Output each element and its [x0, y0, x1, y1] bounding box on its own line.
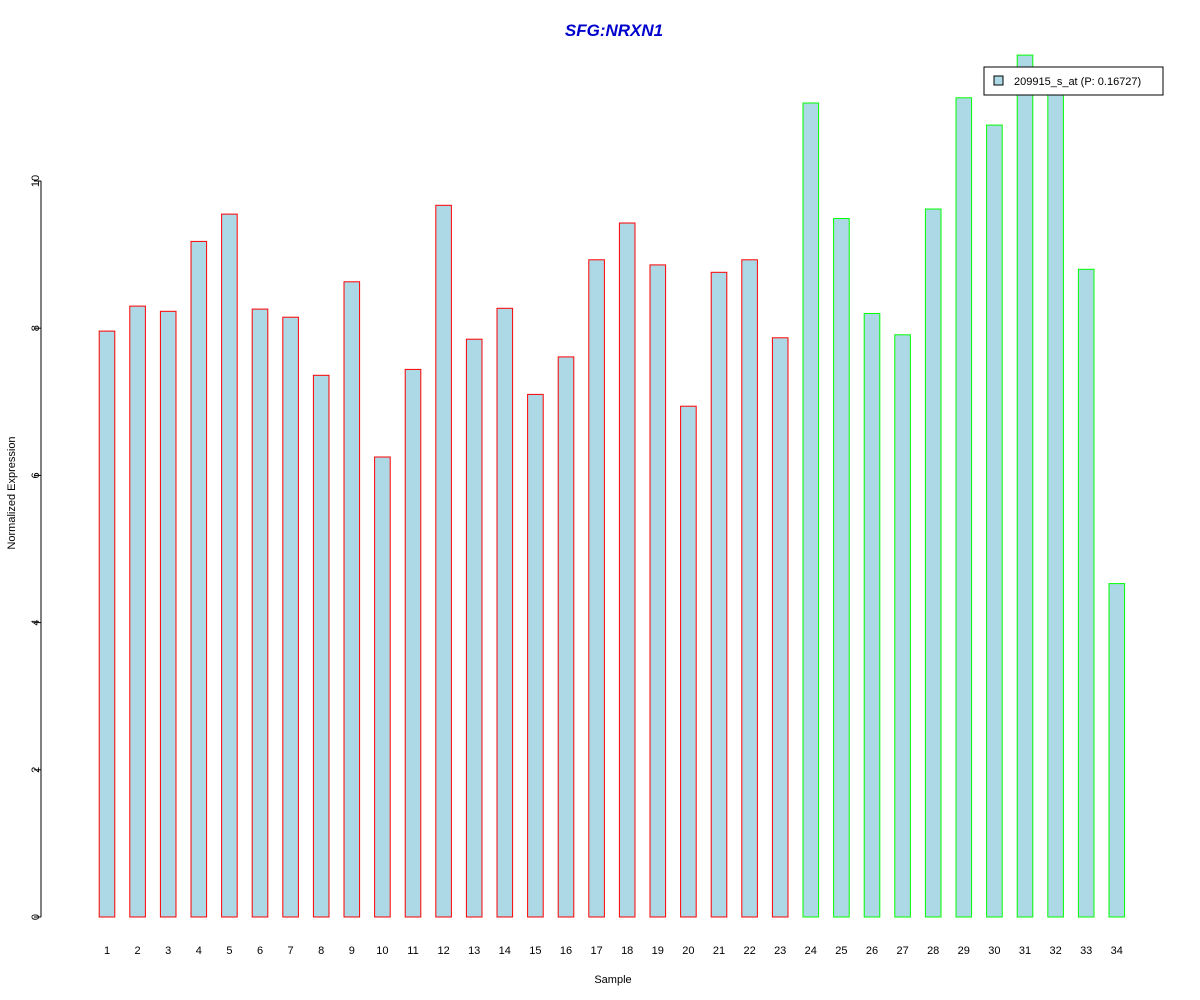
bar-sample-32 [1048, 90, 1064, 917]
x-tick-label: 14 [499, 945, 511, 957]
x-tick-label: 21 [713, 945, 725, 957]
x-tick-label: 32 [1049, 945, 1061, 957]
x-tick-label: 33 [1080, 945, 1092, 957]
bar-sample-19 [650, 265, 666, 917]
x-tick-label: 23 [774, 945, 786, 957]
x-tick-label: 13 [468, 945, 480, 957]
legend: 209915_s_at (P: 0.16727) [984, 67, 1163, 95]
bar-sample-13 [466, 339, 482, 917]
x-tick-label: 20 [682, 945, 694, 957]
bar-sample-2 [130, 306, 146, 917]
y-tick-label: 2 [30, 767, 42, 773]
y-axis: 0 2 4 6 8 10 [30, 175, 42, 920]
y-tick-label: 8 [30, 325, 42, 331]
bar-sample-28 [925, 209, 941, 917]
y-tick-label: 10 [30, 175, 42, 187]
bar-sample-9 [344, 282, 360, 917]
x-tick-label: 15 [529, 945, 541, 957]
x-tick-label: 34 [1111, 945, 1123, 957]
bar-sample-4 [191, 241, 207, 917]
bar-sample-23 [772, 338, 788, 917]
bar-sample-29 [956, 98, 972, 917]
bar-sample-26 [864, 314, 880, 918]
bar-sample-27 [895, 335, 911, 917]
x-tick-label: 6 [257, 945, 263, 957]
bar-sample-6 [252, 309, 268, 917]
x-tick-label: 27 [896, 945, 908, 957]
x-tick-label: 1 [104, 945, 110, 957]
bar-sample-20 [681, 406, 697, 917]
bar-sample-12 [436, 205, 452, 917]
bar-sample-15 [528, 394, 544, 917]
y-tick-label: 6 [30, 472, 42, 478]
x-tick-label: 31 [1019, 945, 1031, 957]
chart-title: SFG:NRXN1 [565, 21, 663, 40]
x-tick-label: 18 [621, 945, 633, 957]
bar-sample-22 [742, 260, 758, 917]
bar-sample-30 [987, 125, 1003, 917]
bar-sample-33 [1078, 269, 1094, 917]
x-tick-label: 7 [288, 945, 294, 957]
x-tick-label: 9 [349, 945, 355, 957]
legend-label: 209915_s_at (P: 0.16727) [1014, 76, 1141, 88]
bar-sample-10 [375, 457, 391, 917]
x-tick-label: 28 [927, 945, 939, 957]
x-tick-label: 10 [376, 945, 388, 957]
bar-sample-8 [313, 375, 329, 917]
bar-sample-14 [497, 308, 513, 917]
x-tick-label: 19 [652, 945, 664, 957]
y-axis-label: Normalized Expression [6, 436, 18, 549]
x-tick-label: 17 [590, 945, 602, 957]
legend-swatch [994, 76, 1003, 85]
bar-sample-1 [99, 331, 115, 917]
x-tick-label: 4 [196, 945, 202, 957]
x-tick-label: 24 [805, 945, 817, 957]
bar-sample-5 [222, 214, 238, 917]
x-tick-label: 25 [835, 945, 847, 957]
x-tick-label: 8 [318, 945, 324, 957]
y-tick-label: 0 [30, 914, 42, 920]
bar-sample-3 [160, 311, 176, 917]
x-tick-label: 16 [560, 945, 572, 957]
bar-sample-17 [589, 260, 605, 917]
x-tick-label: 11 [407, 945, 418, 957]
bar-sample-18 [619, 223, 635, 917]
bar-sample-11 [405, 369, 421, 917]
x-tick-label: 30 [988, 945, 1000, 957]
bar-sample-31 [1017, 55, 1033, 917]
bar-sample-7 [283, 317, 299, 917]
x-tick-labels: 1 2 3 4 5 6 7 8 9 10 11 12 13 14 15 16 17 18 19 20 21 22 23 24 2… [104, 945, 1123, 957]
bar-chart: SFG:NRXN1 0246810 1 2 3 4 5 6 7 8 9 10 11 12 13 14 15 1… [0, 0, 1200, 1000]
y-tick-label: 4 [30, 620, 42, 626]
x-axis-label: Sample [594, 974, 631, 986]
x-tick-label: 29 [958, 945, 970, 957]
bars-group [99, 55, 1124, 917]
x-tick-label: 12 [437, 945, 449, 957]
bar-sample-25 [834, 219, 850, 918]
x-tick-label: 3 [165, 945, 171, 957]
bar-sample-34 [1109, 584, 1125, 917]
bar-sample-21 [711, 272, 727, 917]
x-tick-label: 2 [135, 945, 141, 957]
x-tick-label: 22 [743, 945, 755, 957]
x-tick-label: 5 [226, 945, 232, 957]
bar-sample-16 [558, 357, 574, 917]
x-tick-label: 26 [866, 945, 878, 957]
bar-sample-24 [803, 103, 819, 917]
